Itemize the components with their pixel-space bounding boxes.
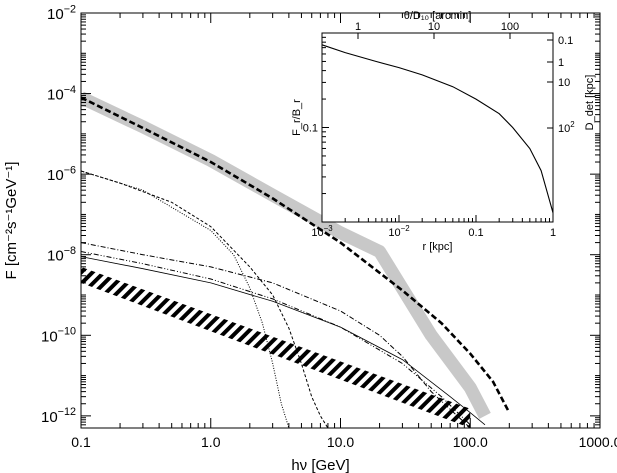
inset-y-axis-title: F_r/B_r (291, 99, 303, 136)
inset-x-tick-label: 1 (550, 227, 556, 239)
inset-x-tick-label-base: 0.1 (468, 227, 483, 239)
x-tick-label: 100.0 (453, 434, 488, 450)
inset-x-tick-label: 0.1 (468, 227, 483, 239)
y-tick-label: 10−2 (47, 3, 76, 23)
inset-x-tick-label: 10−2 (388, 224, 409, 239)
main-plot-area (81, 91, 511, 428)
inset-right-tick-label-base: 0.1 (558, 35, 573, 47)
y-tick-label-exp: −10 (58, 326, 76, 338)
inset-right-tick-label-base: 10 (558, 123, 570, 135)
y-tick-label-exp: −8 (64, 245, 76, 257)
y-tick-label-base: 10 (47, 248, 64, 265)
inset-x-tick-label-base: 10 (311, 227, 323, 239)
y-tick-label-base: 10 (41, 328, 58, 345)
x-tick-label: 1000.0 (579, 434, 617, 450)
hatched-band-series (81, 266, 471, 428)
y-tick-label-base: 10 (47, 167, 64, 184)
inset-right-tick-label-base: 10 (558, 77, 570, 89)
inset-x-tick-label-exp: −3 (324, 224, 334, 233)
inset-x-tick-label: 10−3 (311, 224, 333, 239)
inset-right-tick-label: 1 (558, 57, 564, 69)
inset-top-tick-label: 1 (355, 21, 361, 33)
inset-x-tick-label-base: 1 (550, 227, 556, 239)
y-tick-label-base: 10 (41, 409, 58, 426)
y-tick-label: 10−8 (47, 245, 76, 265)
y-tick-label-base: 10 (47, 6, 64, 23)
y-tick-label: 10−4 (47, 84, 76, 104)
inset-top-tick-label: 10 (428, 21, 440, 33)
inset-top-axis-title: θ/D₁₀ [arcmin] (404, 10, 472, 22)
inset-right-tick-label: 102 (558, 120, 575, 135)
x-tick-label: 1.0 (201, 434, 221, 450)
y-tick-label-exp: −6 (64, 164, 76, 176)
x-tick-label: 0.1 (71, 434, 91, 450)
inset-top-tick-label: 100 (501, 21, 519, 33)
y-tick-label-exp: −2 (64, 3, 76, 15)
y-axis-title: F [cm⁻²s⁻¹GeV⁻¹] (3, 162, 20, 280)
inset-background (322, 33, 553, 222)
inset-right-tick-label: 10 (558, 77, 570, 89)
inset-right-tick-label-exp: 2 (570, 120, 574, 129)
thin-dotted-series (81, 170, 290, 428)
inset-x-axis-title: r [kpc] (423, 241, 453, 253)
inset-right-tick-label: 0.1 (558, 35, 573, 47)
inset-x-tick-label-exp: −2 (401, 224, 410, 233)
main-plot: 0.11.010.0100.01000.010−210−410−610−810−… (3, 3, 617, 473)
y-tick-label: 10−6 (47, 164, 76, 184)
thin-dashed-series (81, 170, 329, 428)
inset-x-tick-label-base: 10 (388, 227, 400, 239)
inset-right-axis-title: D_det [kpc] (584, 75, 596, 131)
y-tick-label: 10−10 (41, 326, 76, 346)
x-axis-title: hν [GeV] (291, 457, 349, 473)
inset-right-tick-label-base: 1 (558, 57, 564, 69)
x-tick-label: 10.0 (327, 434, 354, 450)
y-tick-label-base: 10 (47, 87, 64, 104)
y-tick-label: 10−12 (41, 406, 76, 426)
inset-y-tick-label: 0.1 (303, 123, 318, 135)
y-tick-label-exp: −12 (58, 406, 76, 418)
thick-dashed-series (81, 96, 511, 414)
y-tick-label-exp: −4 (64, 84, 76, 96)
inset-series-line (321, 44, 554, 213)
